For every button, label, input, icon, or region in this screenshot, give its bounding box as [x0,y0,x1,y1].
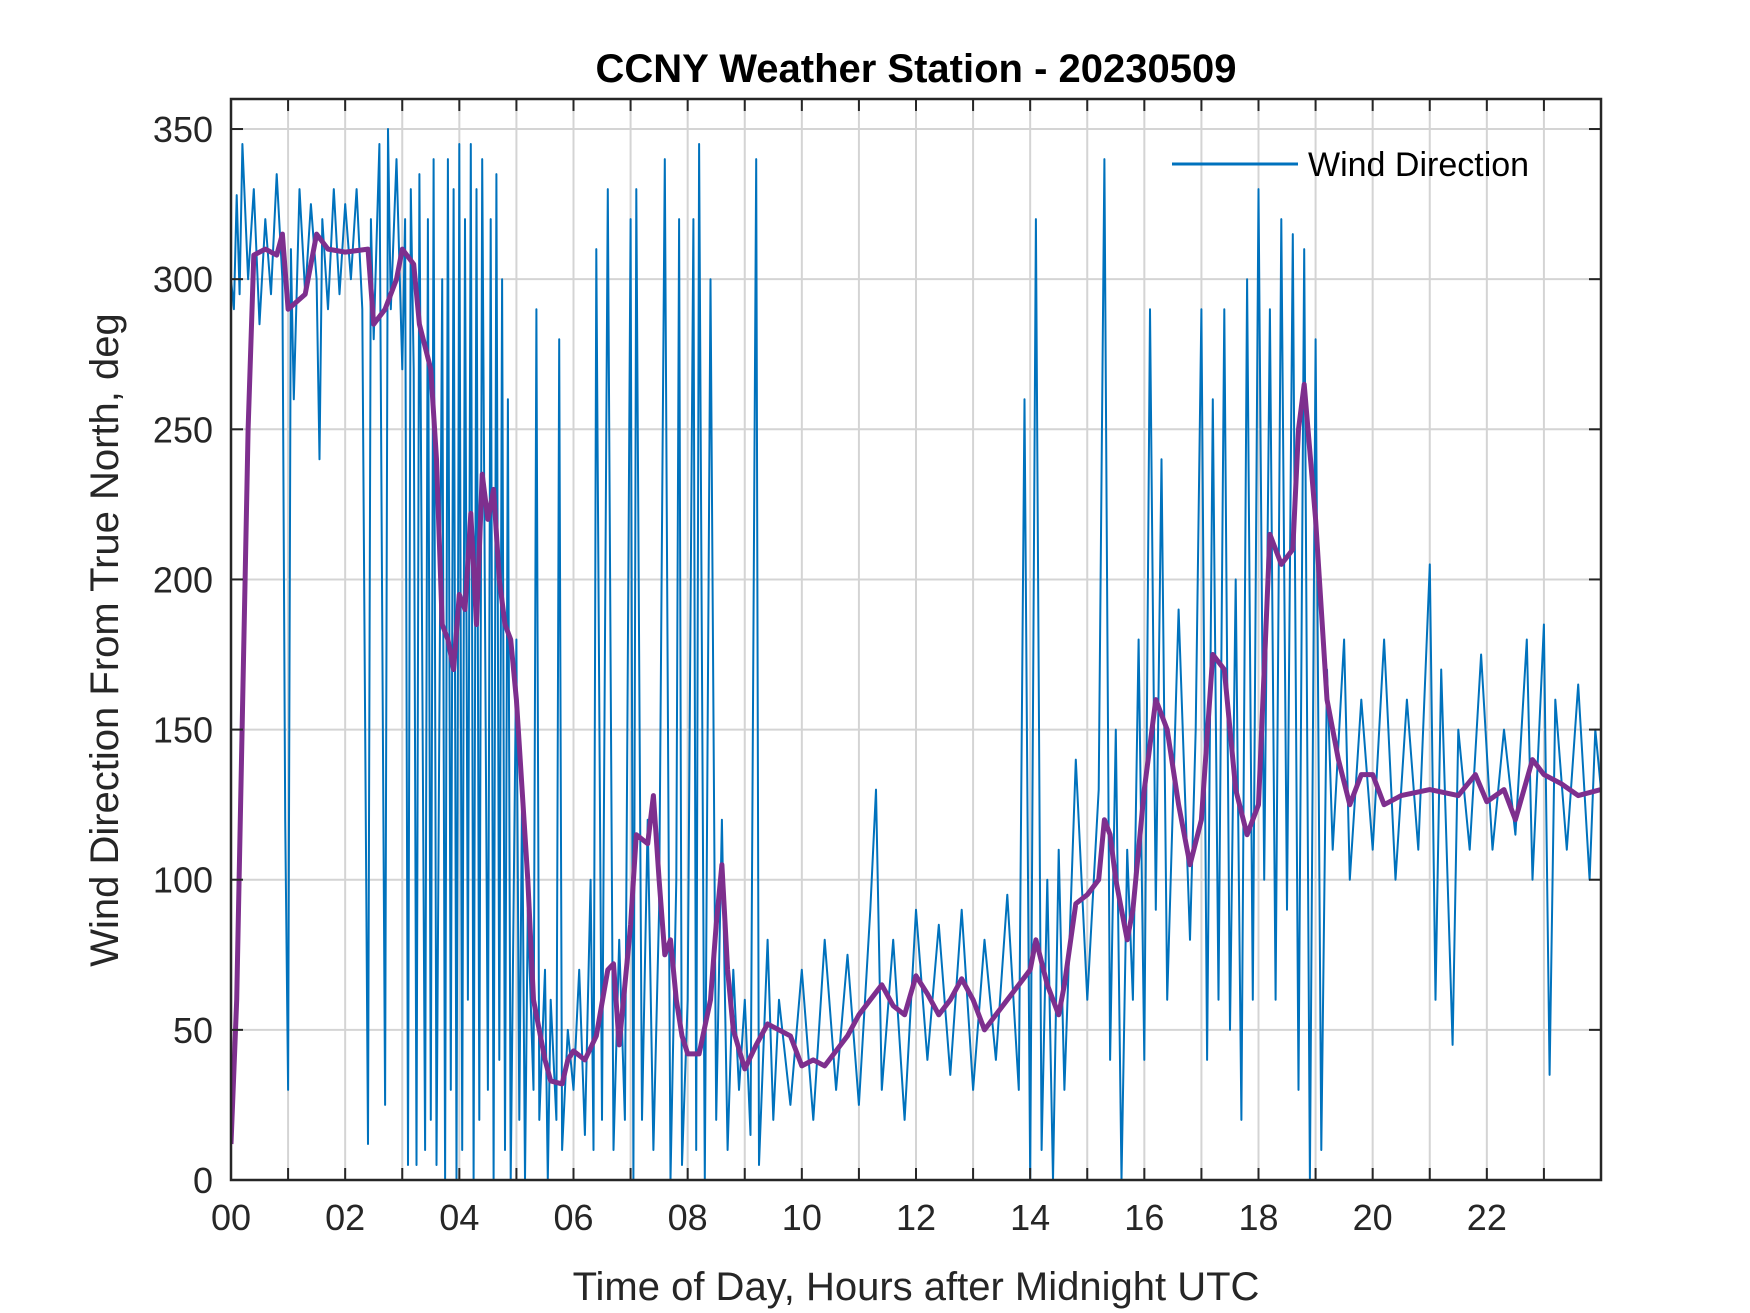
x-tick-label: 22 [1467,1197,1507,1238]
x-tick-label: 16 [1124,1197,1164,1238]
grid [231,99,1601,1180]
y-tick-label: 350 [153,109,213,150]
x-tick-label: 00 [211,1197,251,1238]
y-axis-label: Wind Direction From True North, deg [83,313,127,967]
y-tick-label: 250 [153,409,213,450]
x-tick-label: 10 [782,1197,822,1238]
chart-title: CCNY Weather Station - 20230509 [596,47,1237,91]
x-tick-label: 02 [325,1197,365,1238]
legend-label-wind-direction: Wind Direction [1308,146,1529,184]
y-tick-label: 100 [153,860,213,901]
x-tick-label: 12 [896,1197,936,1238]
y-tick-label: 50 [173,1010,213,1051]
series-line-smoothed [231,231,1601,1145]
series-line-wind-direction [231,128,1601,1180]
y-tick-label: 300 [153,259,213,300]
x-axis-label: Time of Day, Hours after Midnight UTC [573,1265,1260,1309]
x-tick-label: 20 [1353,1197,1393,1238]
x-tick-label: 18 [1238,1197,1278,1238]
axis-ticks: 0 50 100 150 200 250 300 350 00 02 04 06 08 10 12 14 16 1… [153,99,1601,1238]
x-tick-label: 08 [668,1197,708,1238]
x-tick-label: 04 [439,1197,479,1238]
x-tick-label: 14 [1010,1197,1050,1238]
legend: Wind Direction [1172,146,1529,184]
y-tick-label: 200 [153,559,213,600]
y-tick-label: 0 [193,1160,213,1201]
x-tick-label: 06 [553,1197,593,1238]
y-tick-label: 150 [153,710,213,751]
